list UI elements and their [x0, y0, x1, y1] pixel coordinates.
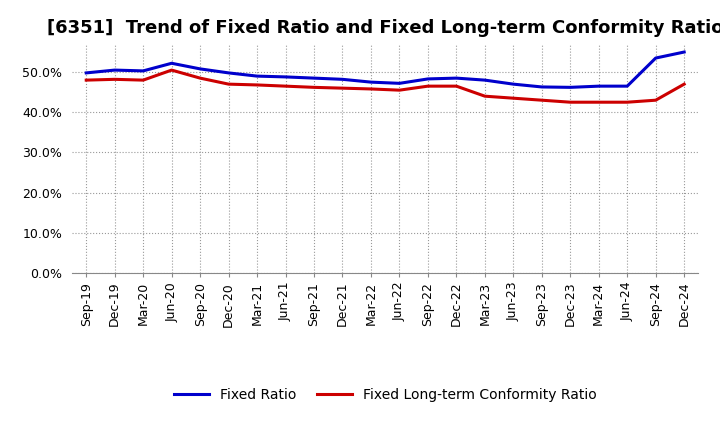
Fixed Ratio [282, 74, 290, 80]
Fixed Long-term Conformity Ratio [366, 86, 375, 92]
Fixed Long-term Conformity Ratio [680, 81, 688, 87]
Legend: Fixed Ratio, Fixed Long-term Conformity Ratio: Fixed Ratio, Fixed Long-term Conformity … [168, 383, 602, 408]
Fixed Long-term Conformity Ratio [623, 99, 631, 105]
Line: Fixed Long-term Conformity Ratio: Fixed Long-term Conformity Ratio [86, 70, 684, 102]
Fixed Long-term Conformity Ratio [395, 88, 404, 93]
Fixed Long-term Conformity Ratio [225, 81, 233, 87]
Fixed Long-term Conformity Ratio [110, 77, 119, 82]
Fixed Ratio [566, 85, 575, 90]
Fixed Long-term Conformity Ratio [509, 95, 518, 101]
Fixed Long-term Conformity Ratio [310, 85, 318, 90]
Fixed Ratio [310, 76, 318, 81]
Fixed Ratio [366, 80, 375, 85]
Fixed Long-term Conformity Ratio [452, 84, 461, 89]
Fixed Ratio [110, 67, 119, 73]
Fixed Long-term Conformity Ratio [196, 76, 204, 81]
Fixed Ratio [537, 84, 546, 90]
Fixed Long-term Conformity Ratio [652, 98, 660, 103]
Fixed Long-term Conformity Ratio [480, 94, 489, 99]
Fixed Long-term Conformity Ratio [139, 77, 148, 83]
Fixed Ratio [595, 84, 603, 89]
Fixed Ratio [480, 77, 489, 83]
Fixed Ratio [623, 84, 631, 89]
Fixed Ratio [680, 49, 688, 55]
Fixed Ratio [139, 68, 148, 73]
Fixed Long-term Conformity Ratio [423, 84, 432, 89]
Fixed Long-term Conformity Ratio [282, 84, 290, 89]
Title: [6351]  Trend of Fixed Ratio and Fixed Long-term Conformity Ratio: [6351] Trend of Fixed Ratio and Fixed Lo… [47, 19, 720, 37]
Fixed Long-term Conformity Ratio [253, 82, 261, 88]
Fixed Ratio [509, 81, 518, 87]
Fixed Ratio [395, 81, 404, 86]
Fixed Ratio [338, 77, 347, 82]
Fixed Ratio [253, 73, 261, 79]
Fixed Long-term Conformity Ratio [566, 99, 575, 105]
Fixed Ratio [167, 61, 176, 66]
Fixed Ratio [196, 66, 204, 72]
Line: Fixed Ratio: Fixed Ratio [86, 52, 684, 88]
Fixed Ratio [652, 55, 660, 61]
Fixed Long-term Conformity Ratio [82, 77, 91, 83]
Fixed Long-term Conformity Ratio [595, 99, 603, 105]
Fixed Long-term Conformity Ratio [167, 67, 176, 73]
Fixed Ratio [423, 76, 432, 81]
Fixed Ratio [82, 70, 91, 76]
Fixed Long-term Conformity Ratio [338, 85, 347, 91]
Fixed Long-term Conformity Ratio [537, 98, 546, 103]
Fixed Ratio [225, 70, 233, 76]
Fixed Ratio [452, 76, 461, 81]
